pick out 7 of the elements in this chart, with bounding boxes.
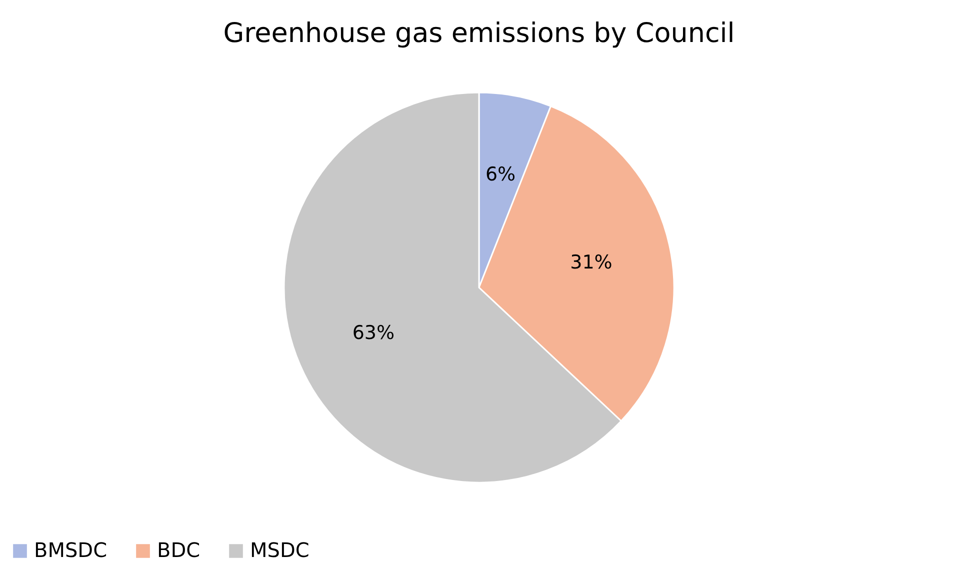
legend-label: BMSDC — [34, 538, 108, 562]
data-label: 31% — [570, 251, 612, 274]
data-label: 63% — [352, 322, 395, 344]
legend-label: MSDC — [250, 538, 310, 562]
data-label: 6% — [485, 164, 516, 186]
legend-label: BDC — [157, 538, 200, 562]
chart-title: Greenhouse gas emissions by Council — [223, 18, 735, 49]
